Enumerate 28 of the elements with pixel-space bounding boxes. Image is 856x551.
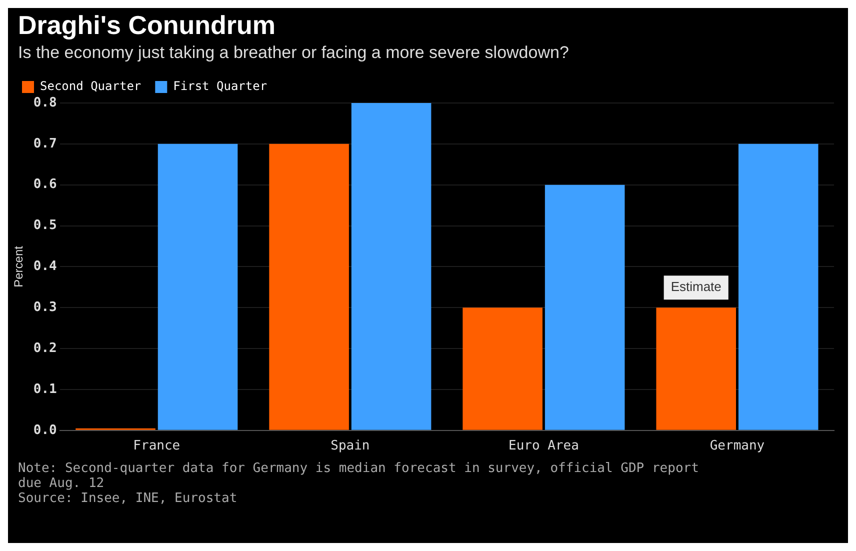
x-tick-label: Germany [710, 438, 765, 454]
bar [544, 184, 625, 430]
bar [656, 308, 736, 430]
source-note: Source: Insee, INE, Eurostat [18, 491, 238, 506]
bar [351, 103, 432, 430]
bar [158, 144, 238, 430]
chart-subtitle: Is the economy just taking a breather or facing a more severe slowdown? [17, 42, 570, 63]
x-tick-label: Spain [330, 438, 370, 454]
y-tick-label: 0.0 [33, 422, 58, 438]
bar [269, 144, 349, 430]
y-tick-label: 0.8 [33, 95, 58, 110]
bar [462, 308, 542, 430]
y-tick-label: 0.5 [33, 218, 57, 234]
y-tick-label: 0.7 [33, 136, 57, 152]
legend-label: Second Quarter [40, 79, 142, 94]
x-tick-label: Euro Area [508, 438, 579, 454]
chart-title: Draghi's Conundrum [17, 9, 277, 41]
text: Note: Second-quarter data for Germany is median forecast in survey, official GDP report due Aug. 12 [18, 461, 700, 491]
y-tick-label: 0.4 [33, 259, 58, 274]
legend-label: First Quarter [173, 79, 268, 94]
y-tick-label: 0.6 [33, 177, 58, 192]
bar [738, 144, 818, 430]
x-tick-label: France [133, 438, 180, 454]
y-tick-label: 0.2 [33, 340, 57, 356]
y-axis-title: Percent [12, 245, 26, 288]
annotation: Estimate [670, 279, 722, 294]
y-tick-label: 0.3 [33, 300, 57, 315]
y-tick-label: 0.1 [33, 382, 58, 397]
